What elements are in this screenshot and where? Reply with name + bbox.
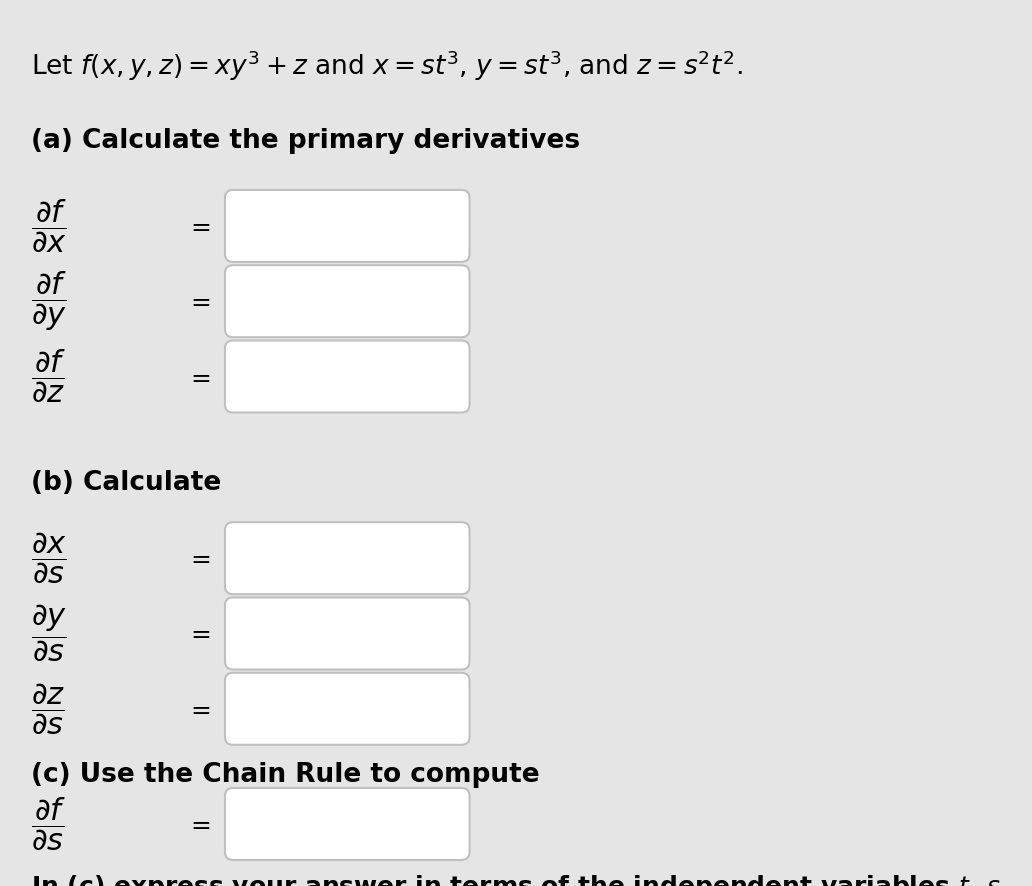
FancyBboxPatch shape [225, 265, 470, 338]
Text: $=$: $=$ [186, 696, 211, 721]
Text: (b) Calculate: (b) Calculate [31, 470, 221, 495]
Text: $\dfrac{\partial z}{\partial s}$: $\dfrac{\partial z}{\partial s}$ [31, 681, 65, 736]
FancyBboxPatch shape [225, 788, 470, 860]
Text: Let $f(x, y, z) = xy^3 + z$ and $x = st^3$, $y = st^3$, and $z = s^2t^2$.: Let $f(x, y, z) = xy^3 + z$ and $x = st^… [31, 49, 743, 83]
Text: (a) Calculate the primary derivatives: (a) Calculate the primary derivatives [31, 128, 580, 154]
FancyBboxPatch shape [225, 597, 470, 670]
Text: In (c) express your answer in terms of the independent variables $t$, $s$: In (c) express your answer in terms of t… [31, 873, 1000, 886]
Text: $\dfrac{\partial f}{\partial s}$: $\dfrac{\partial f}{\partial s}$ [31, 796, 66, 852]
Text: $=$: $=$ [186, 214, 211, 238]
Text: $=$: $=$ [186, 364, 211, 389]
Text: $\dfrac{\partial y}{\partial s}$: $\dfrac{\partial y}{\partial s}$ [31, 602, 67, 664]
Text: $=$: $=$ [186, 621, 211, 646]
FancyBboxPatch shape [225, 340, 470, 413]
FancyBboxPatch shape [225, 190, 470, 262]
Text: (c) Use the Chain Rule to compute: (c) Use the Chain Rule to compute [31, 762, 540, 788]
FancyBboxPatch shape [225, 672, 470, 745]
Text: $\dfrac{\partial f}{\partial y}$: $\dfrac{\partial f}{\partial y}$ [31, 269, 67, 333]
Text: $=$: $=$ [186, 812, 211, 836]
Text: $=$: $=$ [186, 546, 211, 571]
Text: $=$: $=$ [186, 289, 211, 314]
FancyBboxPatch shape [225, 522, 470, 595]
Text: $\dfrac{\partial x}{\partial s}$: $\dfrac{\partial x}{\partial s}$ [31, 531, 67, 586]
Text: $\dfrac{\partial f}{\partial x}$: $\dfrac{\partial f}{\partial x}$ [31, 198, 67, 254]
Text: $\dfrac{\partial f}{\partial z}$: $\dfrac{\partial f}{\partial z}$ [31, 348, 66, 405]
